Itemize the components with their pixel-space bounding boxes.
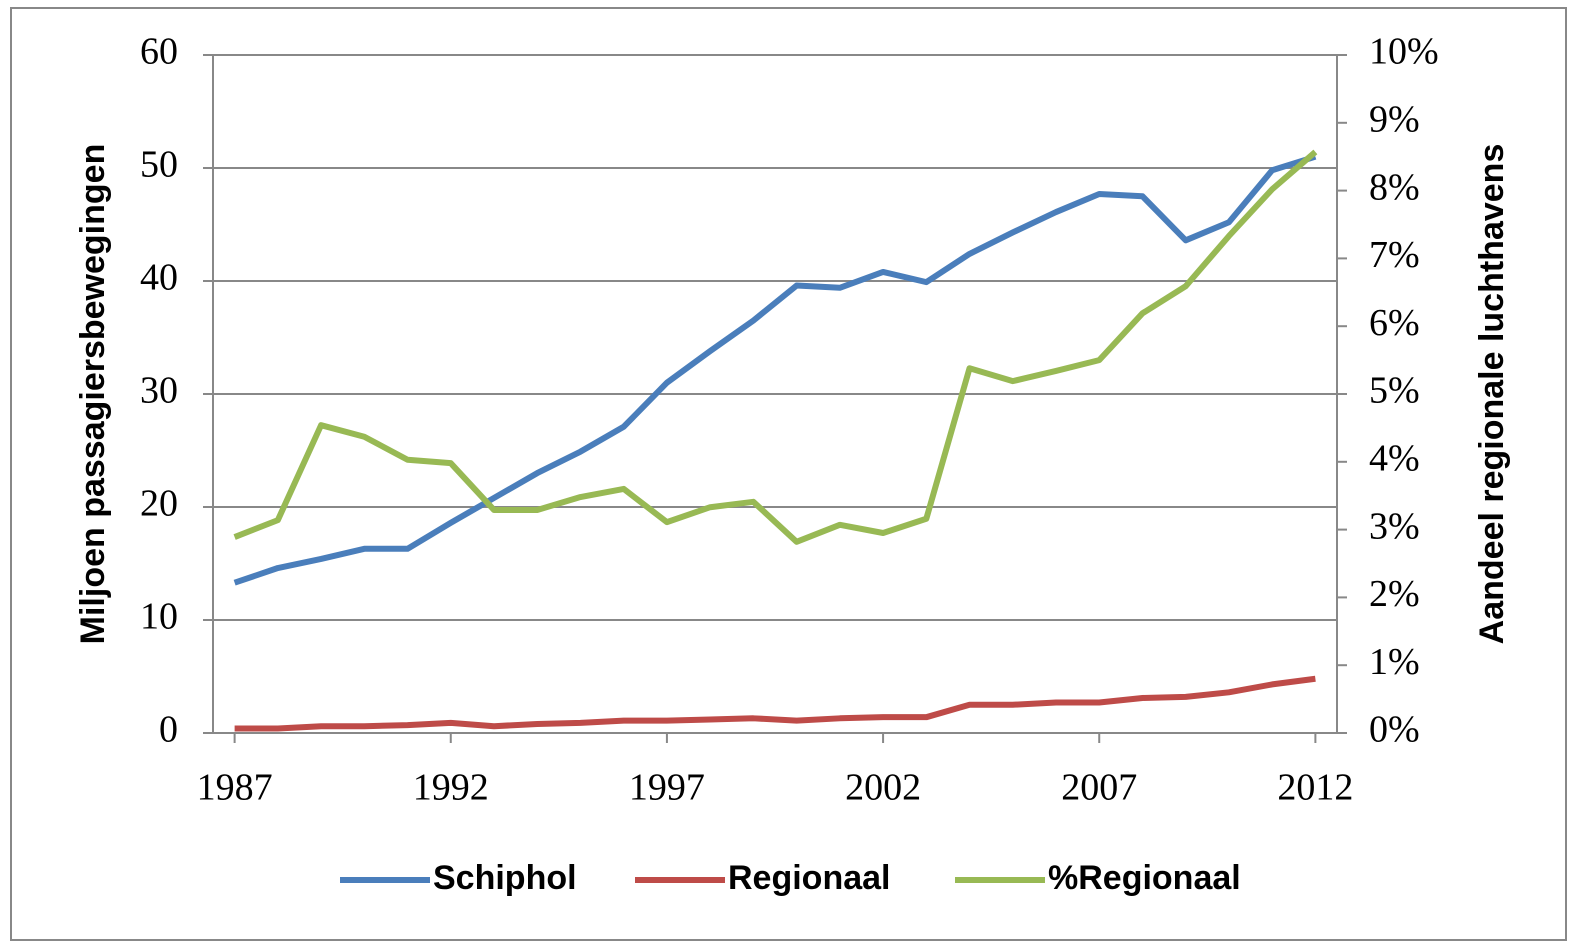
y2-tick-label: 6% bbox=[1369, 302, 1420, 344]
y2-tick-label: 0% bbox=[1369, 709, 1420, 751]
y-tick-label: 10 bbox=[140, 596, 178, 638]
chart-frame bbox=[10, 7, 1567, 941]
y-tick-label: 30 bbox=[140, 370, 178, 412]
y2-tick-label: 8% bbox=[1369, 166, 1420, 208]
legend-label: Schiphol bbox=[433, 859, 577, 897]
y-tick-label: 50 bbox=[140, 144, 178, 186]
x-tick-label: 1992 bbox=[413, 767, 489, 809]
series-line bbox=[234, 675, 1316, 732]
y2-tick-label: 5% bbox=[1369, 370, 1420, 412]
x-tick-label: 2012 bbox=[1277, 767, 1353, 809]
series-line bbox=[233, 149, 1318, 545]
y2-tick-label: 1% bbox=[1369, 641, 1420, 683]
y-tick-label: 40 bbox=[140, 257, 178, 299]
y-tick-label: 20 bbox=[140, 483, 178, 525]
y-axis-title: Miljoen passagiersbewegingen bbox=[74, 144, 112, 645]
y2-tick-label: 10% bbox=[1369, 31, 1439, 73]
y2-tick-label: 7% bbox=[1369, 234, 1420, 276]
y2-tick-label: 3% bbox=[1369, 505, 1420, 547]
y2-axis-title: Aandeel regionale luchthavens bbox=[1473, 144, 1511, 645]
y-tick-label: 60 bbox=[140, 31, 178, 73]
series-line bbox=[233, 153, 1317, 586]
y2-tick-label: 2% bbox=[1369, 573, 1420, 615]
legend-label: %Regionaal bbox=[1048, 859, 1241, 897]
x-tick-label: 1987 bbox=[197, 767, 273, 809]
x-tick-label: 1997 bbox=[629, 767, 705, 809]
legend-label: Regionaal bbox=[728, 859, 890, 897]
y2-tick-label: 4% bbox=[1369, 438, 1420, 480]
y-tick-label: 0 bbox=[159, 709, 178, 751]
x-tick-label: 2002 bbox=[845, 767, 921, 809]
x-tick-label: 2007 bbox=[1061, 767, 1137, 809]
y2-tick-label: 9% bbox=[1369, 99, 1420, 141]
